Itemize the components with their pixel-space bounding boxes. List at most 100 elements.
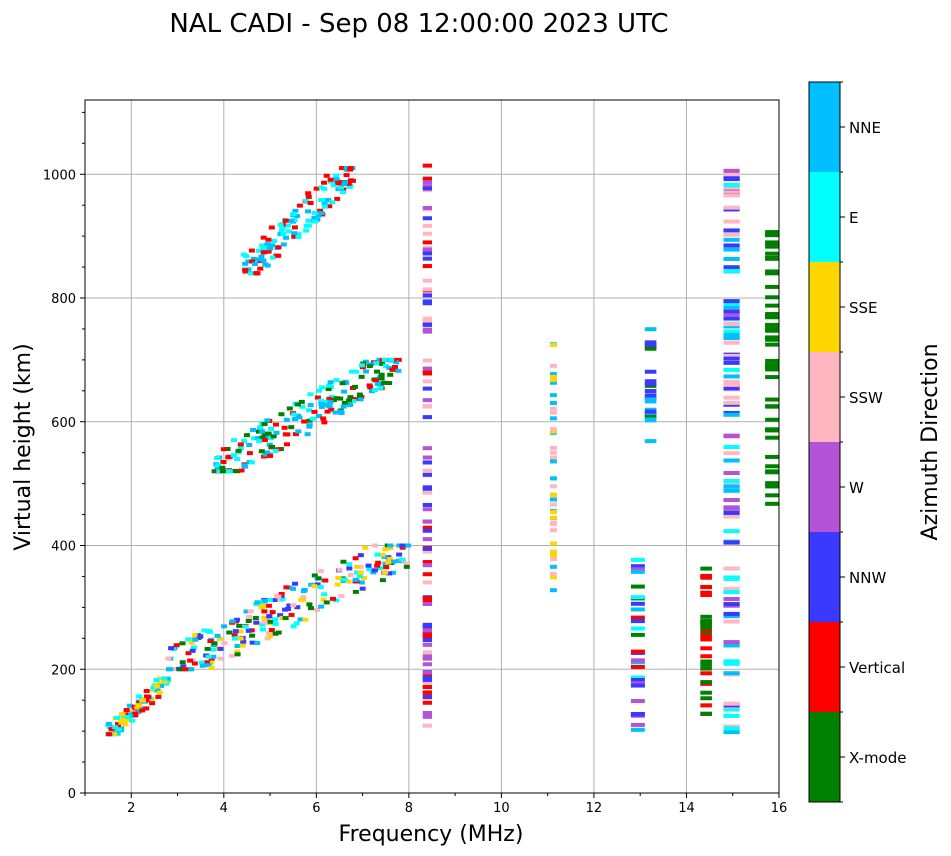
data-point [549, 374, 557, 379]
data-point [382, 547, 389, 552]
data-point [291, 218, 298, 223]
data-point [723, 671, 740, 676]
data-point [295, 429, 302, 434]
data-point [549, 416, 557, 421]
data-point [368, 389, 375, 394]
data-point [240, 640, 247, 645]
data-point [395, 357, 402, 362]
data-point [422, 358, 432, 363]
data-point [422, 231, 432, 236]
data-point [723, 312, 740, 317]
data-point [765, 251, 779, 256]
data-point [254, 271, 261, 276]
data-point [119, 712, 126, 717]
data-point [700, 566, 712, 571]
data-point [366, 364, 373, 369]
data-point [422, 654, 432, 659]
data-point [723, 382, 740, 387]
data-point [154, 688, 161, 693]
data-point [241, 463, 248, 468]
data-point [374, 563, 381, 568]
data-point [723, 730, 740, 735]
colorbar-label: X-mode [849, 749, 906, 767]
data-point [723, 614, 740, 619]
data-point [153, 678, 160, 683]
data-point [372, 378, 379, 383]
y-tick-label: 600 [51, 416, 76, 431]
data-point [114, 715, 121, 720]
data-point [333, 176, 340, 181]
y-tick-label: 400 [51, 540, 76, 555]
data-point [232, 636, 239, 641]
data-point [287, 218, 294, 223]
data-point [304, 432, 311, 437]
data-point [267, 453, 274, 458]
data-point [303, 228, 310, 233]
data-point [765, 484, 779, 489]
data-point [765, 271, 779, 276]
data-point [272, 631, 279, 636]
data-point [422, 455, 432, 460]
data-point [644, 409, 657, 414]
data-point [346, 562, 353, 567]
data-point [211, 641, 218, 646]
data-point [150, 688, 157, 693]
data-point [282, 432, 289, 437]
data-point [393, 360, 400, 365]
data-point [282, 218, 289, 223]
data-point [723, 353, 740, 358]
data-point [303, 198, 310, 203]
data-point [395, 558, 402, 563]
data-point [249, 259, 256, 264]
data-point [337, 185, 344, 190]
data-point [135, 710, 142, 715]
data-point [549, 502, 557, 507]
data-point [354, 564, 361, 569]
data-point [400, 559, 407, 564]
data-point [260, 245, 267, 250]
data-point [306, 418, 313, 423]
data-point [311, 584, 318, 589]
data-point [115, 727, 122, 732]
data-point [422, 371, 432, 376]
data-point [330, 183, 337, 188]
data-point [290, 603, 297, 608]
data-point [723, 659, 740, 664]
data-point [723, 374, 740, 379]
data-point [335, 575, 342, 580]
data-point [630, 683, 645, 688]
data-point [250, 256, 257, 261]
data-point [422, 205, 432, 210]
data-point [422, 502, 432, 507]
data-point [422, 485, 432, 490]
x-tick-label: 12 [586, 801, 603, 816]
data-point [370, 570, 377, 575]
data-point [723, 481, 740, 486]
data-point [321, 204, 328, 209]
data-point [549, 393, 557, 398]
data-point [108, 727, 115, 732]
data-point [333, 173, 340, 178]
data-point [700, 623, 712, 628]
data-point [723, 301, 740, 306]
data-point [765, 435, 779, 440]
data-point [298, 399, 305, 404]
data-point [131, 711, 138, 716]
data-point [723, 611, 740, 616]
data-point [305, 194, 312, 199]
data-point [201, 628, 208, 633]
data-point [261, 609, 268, 614]
data-point [318, 404, 325, 409]
data-point [262, 433, 269, 438]
data-point [326, 404, 333, 409]
data-point [700, 625, 712, 630]
data-point [723, 484, 740, 489]
data-point [305, 218, 312, 223]
data-point [325, 387, 332, 392]
data-point [278, 412, 285, 417]
data-point [700, 585, 712, 590]
data-point [422, 299, 432, 304]
data-point [644, 393, 657, 398]
data-point [235, 448, 242, 453]
data-point [190, 645, 197, 650]
